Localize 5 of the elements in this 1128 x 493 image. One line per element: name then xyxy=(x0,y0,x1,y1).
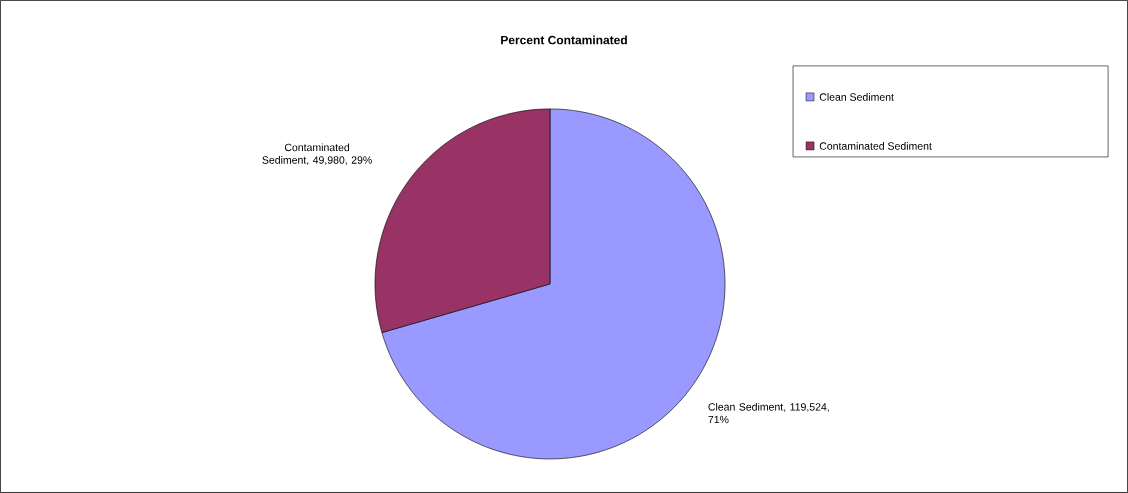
legend-label: Clean Sediment xyxy=(819,93,894,101)
legend-label: Contaminated Sediment xyxy=(819,142,932,150)
data-label: Clean Sediment, 119,524, 71% xyxy=(708,402,829,424)
chart-title: Percent Contaminated xyxy=(501,35,627,45)
data-label: Contaminated Sediment, 49,980, 29% xyxy=(262,143,372,166)
